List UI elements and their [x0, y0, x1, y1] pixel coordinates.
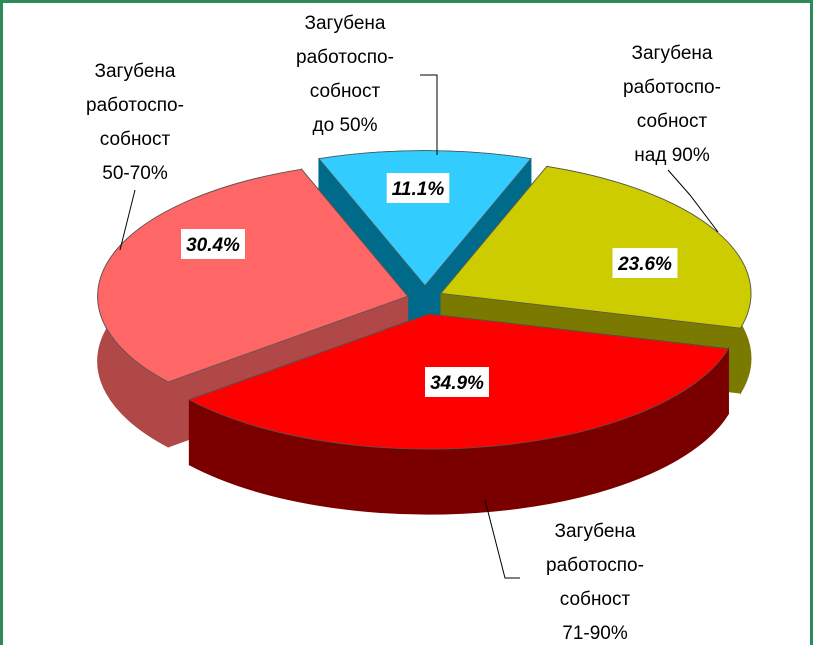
- pie: [97, 150, 752, 515]
- category-label-line: Загубена: [555, 521, 636, 542]
- value-label-box: [612, 248, 678, 278]
- category-label: Загубена работоспо-собност до 50%: [296, 13, 394, 136]
- leader-line: [420, 74, 438, 155]
- value-label: 11.1%: [392, 179, 445, 200]
- leader-line: [119, 189, 136, 251]
- category-label-line: 71-90%: [562, 623, 628, 644]
- category-label-line: работоспо-: [296, 47, 394, 68]
- category-label-line: собност: [560, 589, 631, 610]
- category-label-line: до 50%: [313, 115, 378, 136]
- value-label: 23.6%: [617, 254, 672, 275]
- category-label: Загубена работоспо-собност 71-90%: [546, 521, 644, 644]
- category-label-line: Загубена: [632, 43, 713, 64]
- category-label-line: работоспо-: [86, 95, 184, 116]
- value-label: 34.9%: [430, 373, 484, 394]
- value-label-box: [425, 367, 489, 397]
- value-label: 30.4%: [186, 235, 240, 256]
- value-label-box: [181, 229, 245, 259]
- category-label-line: Загубена: [95, 61, 176, 82]
- slice: [97, 168, 409, 383]
- category-label: Загубена работоспо-собност над 90%: [623, 43, 721, 166]
- category-label-line: собност: [310, 81, 381, 102]
- category-label-line: собност: [637, 111, 708, 132]
- category-label-line: 50-70%: [102, 163, 168, 184]
- category-label-line: работоспо-: [546, 555, 644, 576]
- slice: [440, 166, 752, 329]
- leader-line: [667, 169, 719, 233]
- slice: [318, 150, 532, 287]
- category-label-line: Загубена: [305, 13, 386, 34]
- category-label: Загубена работоспо-собност 50-70%: [86, 61, 184, 184]
- category-label-line: над 90%: [634, 145, 710, 166]
- value-label-box: [386, 173, 450, 203]
- category-label-line: собност: [100, 129, 171, 150]
- category-label-line: работоспо-: [623, 77, 721, 98]
- leader-line: [484, 499, 520, 579]
- labels: Загубена работоспо-собност до 50% 11.1% Загу…: [86, 13, 721, 644]
